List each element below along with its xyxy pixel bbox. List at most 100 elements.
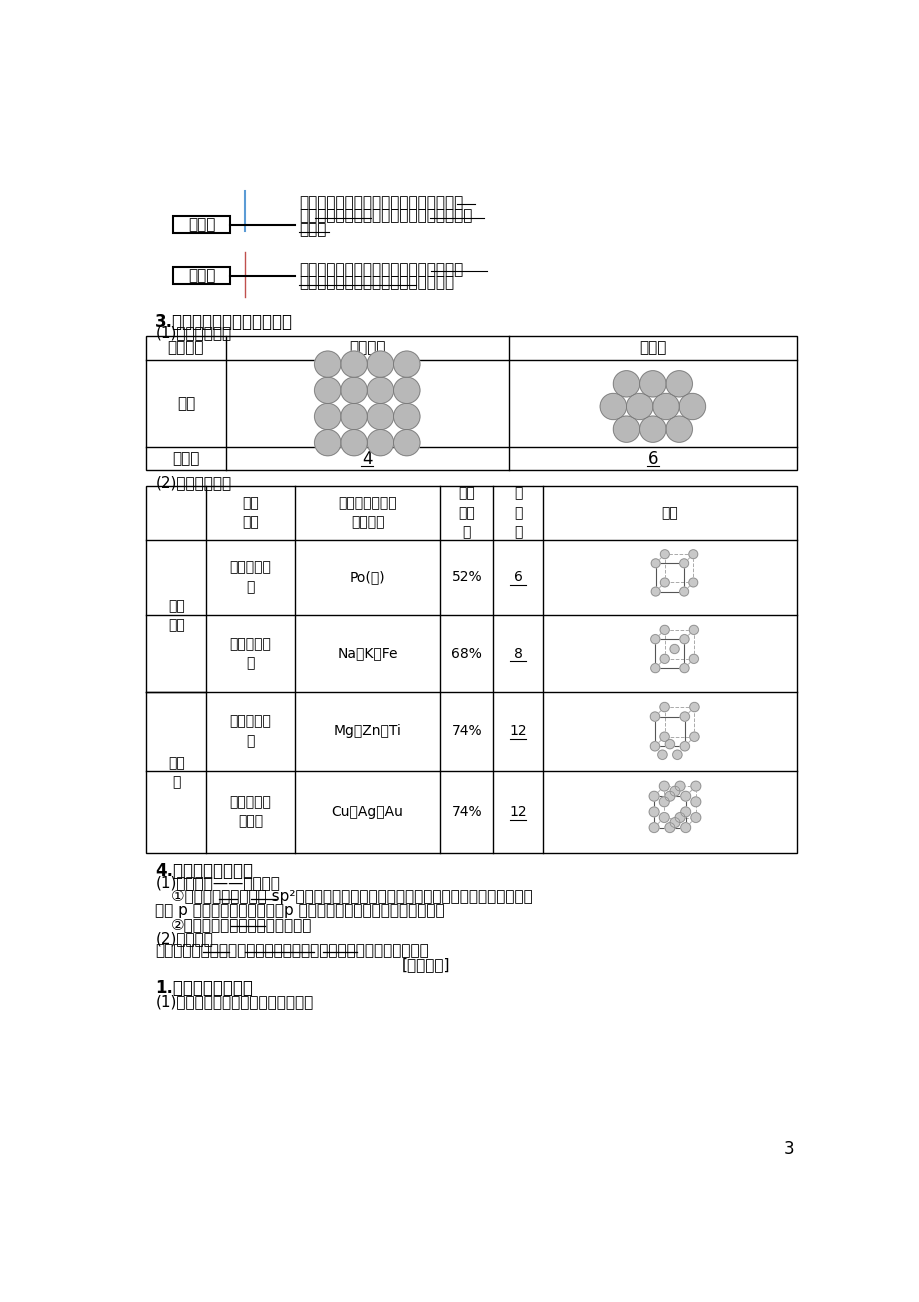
Circle shape <box>659 797 668 807</box>
Circle shape <box>314 430 341 456</box>
Text: 74%: 74% <box>451 805 482 819</box>
Circle shape <box>664 823 675 832</box>
Text: 8: 8 <box>513 647 522 660</box>
Text: 12: 12 <box>508 805 527 819</box>
Circle shape <box>649 807 658 816</box>
Text: ②层与层之间以范德华力相结合。: ②层与层之间以范德华力相结合。 <box>171 917 312 932</box>
Text: 电性。: 电性。 <box>299 223 326 237</box>
Circle shape <box>664 792 675 801</box>
Circle shape <box>690 797 700 807</box>
Text: 六方最密堆
积: 六方最密堆 积 <box>230 715 271 749</box>
Text: (1)结构特点——层状结构: (1)结构特点——层状结构 <box>155 875 280 891</box>
Circle shape <box>675 812 685 823</box>
Circle shape <box>341 430 367 456</box>
Circle shape <box>649 792 658 801</box>
Circle shape <box>680 823 690 832</box>
Circle shape <box>314 352 341 378</box>
Circle shape <box>665 417 692 443</box>
Bar <box>146 486 796 853</box>
Text: 4: 4 <box>361 450 372 467</box>
Circle shape <box>672 750 681 759</box>
Circle shape <box>665 371 692 397</box>
Text: 非密置层: 非密置层 <box>348 340 385 355</box>
Text: 简单立方堆
积: 简单立方堆 积 <box>230 561 271 594</box>
Text: 在外加电场的作用下，金属晶体中的电子: 在外加电场的作用下，金属晶体中的电子 <box>299 195 463 210</box>
Text: Na、K、Fe: Na、K、Fe <box>337 647 398 660</box>
Circle shape <box>341 404 367 430</box>
Text: ①同层内，碳原子采用 sp²杂化，以共价键相结合形成平面六元并环结构。碳原子中所: ①同层内，碳原子采用 sp²杂化，以共价键相结合形成平面六元并环结构。碳原子中所 <box>171 889 532 905</box>
Circle shape <box>651 587 660 596</box>
Circle shape <box>341 378 367 404</box>
Circle shape <box>367 404 393 430</box>
Circle shape <box>688 578 697 587</box>
Text: 有的 p 轨道平行且相互重叠，p 轨道中的电子可在整个平面中运动。: 有的 p 轨道平行且相互重叠，p 轨道中的电子可在整个平面中运动。 <box>155 904 445 918</box>
Circle shape <box>680 792 690 801</box>
Circle shape <box>664 740 674 749</box>
Text: 68%: 68% <box>451 647 482 660</box>
Circle shape <box>659 812 668 823</box>
Circle shape <box>613 417 639 443</box>
Circle shape <box>660 578 668 587</box>
Text: 导电性: 导电性 <box>187 217 215 232</box>
Circle shape <box>660 549 668 559</box>
Circle shape <box>660 625 668 634</box>
Text: 密置层: 密置层 <box>639 340 665 355</box>
Text: 非密
置层: 非密 置层 <box>167 599 185 633</box>
Circle shape <box>689 702 698 712</box>
Circle shape <box>393 352 419 378</box>
Circle shape <box>341 352 367 378</box>
Circle shape <box>393 404 419 430</box>
Circle shape <box>650 742 659 751</box>
Text: (1)良好的导电性、导热性和延展性。: (1)良好的导电性、导热性和延展性。 <box>155 993 313 1009</box>
Circle shape <box>688 655 698 664</box>
Text: Mg、Zn、Ti: Mg、Zn、Ti <box>334 724 402 738</box>
Text: 4.　石墨的晶体类型: 4. 石墨的晶体类型 <box>155 862 253 880</box>
Text: [名师点拨]: [名师点拨] <box>402 957 449 973</box>
Text: (2)三维空间模型: (2)三维空间模型 <box>155 475 232 490</box>
Text: 6: 6 <box>647 450 657 467</box>
Bar <box>146 336 796 470</box>
Text: (2)晶体类型: (2)晶体类型 <box>155 931 213 945</box>
Circle shape <box>393 430 419 456</box>
Text: 6: 6 <box>513 570 522 585</box>
Circle shape <box>688 549 697 559</box>
Circle shape <box>679 664 688 673</box>
Text: 晶胞: 晶胞 <box>661 505 677 519</box>
Text: 74%: 74% <box>451 724 482 738</box>
Circle shape <box>688 625 698 634</box>
Circle shape <box>669 786 679 796</box>
Circle shape <box>679 559 687 568</box>
Circle shape <box>690 781 700 792</box>
Circle shape <box>626 393 652 419</box>
Text: 体心立方堆
积: 体心立方堆 积 <box>230 637 271 671</box>
Circle shape <box>678 393 705 419</box>
Circle shape <box>679 587 687 596</box>
Text: 配
位
数: 配 位 数 <box>513 486 522 539</box>
Text: 密置
层: 密置 层 <box>167 756 185 789</box>
Text: 面心立方最
密堆积: 面心立方最 密堆积 <box>230 796 271 828</box>
Text: 1.　金属晶体的性质: 1. 金属晶体的性质 <box>155 979 253 996</box>
Circle shape <box>650 634 659 643</box>
Circle shape <box>367 352 393 378</box>
Text: 图示: 图示 <box>176 396 195 411</box>
Bar <box>173 216 231 233</box>
Text: 电子气中的自由电子在运动时经常与金属: 电子气中的自由电子在运动时经常与金属 <box>299 262 463 277</box>
Text: Cu、Ag、Au: Cu、Ag、Au <box>332 805 403 819</box>
Circle shape <box>679 712 688 721</box>
Circle shape <box>651 559 660 568</box>
Text: 导热性: 导热性 <box>187 268 215 283</box>
Circle shape <box>650 664 659 673</box>
Circle shape <box>649 823 658 832</box>
Circle shape <box>657 750 666 759</box>
Text: 配位数: 配位数 <box>172 452 199 466</box>
Circle shape <box>599 393 626 419</box>
Text: 离子碰撞，从而引起两者能量的交换。: 离子碰撞，从而引起两者能量的交换。 <box>299 276 454 290</box>
Text: (1)二维空间模型: (1)二维空间模型 <box>155 326 232 341</box>
Circle shape <box>639 417 665 443</box>
Circle shape <box>679 634 688 643</box>
Text: 3.　金属晶体的紧密堆积模型: 3. 金属晶体的紧密堆积模型 <box>155 312 293 331</box>
Circle shape <box>679 742 688 751</box>
Circle shape <box>314 404 341 430</box>
Circle shape <box>367 430 393 456</box>
Circle shape <box>314 378 341 404</box>
